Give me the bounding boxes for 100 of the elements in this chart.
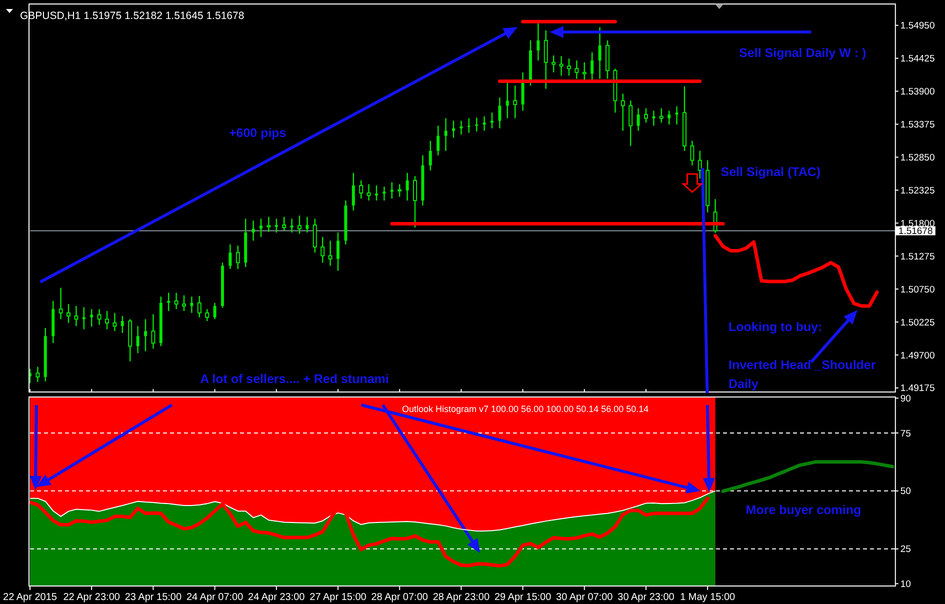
candlestick: [144, 318, 147, 352]
candlestick: [312, 218, 317, 254]
y-tick-label: 1.54425: [900, 54, 935, 65]
candlestick: [336, 232, 340, 272]
candlestick: [521, 72, 524, 112]
y-tick-label: 1.52850: [900, 152, 935, 164]
annotation: Sell Signal (TAC): [720, 165, 821, 179]
candlestick: [97, 308, 102, 326]
candlestick: [544, 30, 548, 90]
candlestick: [382, 186, 386, 202]
line-series: [721, 460, 894, 493]
candlestick: [536, 22, 540, 62]
candlestick: [190, 296, 194, 314]
candlestick: [460, 120, 463, 136]
y-tick-label: 1.54950: [900, 20, 935, 32]
annotation: Daily: [728, 377, 758, 391]
candlestick: [636, 108, 640, 132]
y-tick-label: 1.51275: [900, 251, 935, 262]
candlestick: [105, 310, 109, 330]
candlestick: [644, 108, 648, 124]
annotation: +600 pips: [228, 126, 286, 140]
candlestick: [482, 116, 486, 132]
candlestick: [252, 220, 255, 242]
candlestick: [559, 56, 564, 76]
candlestick: [112, 312, 117, 332]
x-tick-label: 30 Apr 23:00: [618, 592, 675, 603]
candlestick: [398, 184, 402, 198]
candlestick: [413, 175, 417, 228]
annotation: A lot of sellers.... + Red stunami: [200, 372, 389, 386]
annotation: Sell Signal Daily W : ): [739, 46, 866, 60]
x-tick-label: 28 Apr 07:00: [371, 592, 428, 603]
x-tick-label: 28 Apr 23:00: [432, 592, 490, 603]
x-tick-label: 22 Apr 23:00: [63, 592, 120, 603]
candlestick: [628, 100, 633, 146]
candlestick: [298, 214, 302, 234]
annotation: Inverted Head _Shoulder: [728, 358, 876, 372]
x-tick-label: 1 May 15:00: [680, 592, 736, 603]
y-tick-label: 1.50225: [900, 317, 935, 328]
candlestick: [236, 245, 240, 270]
x-tick-label: 27 Apr 15:00: [310, 592, 367, 603]
candlestick: [444, 118, 448, 152]
candlestick: [366, 184, 371, 202]
candlestick: [359, 180, 364, 200]
candlestick: [675, 106, 678, 126]
candlestick: [652, 110, 656, 126]
x-tick-label: 24 Apr 07:00: [186, 592, 244, 603]
y-tick-label: 75: [900, 428, 911, 440]
candlestick: [274, 218, 278, 234]
candlestick: [174, 292, 178, 310]
candlestick: [306, 216, 309, 234]
candlestick: [690, 140, 694, 166]
candlestick: [406, 172, 409, 202]
candlestick: [428, 140, 432, 171]
y-tick-label: 1.52325: [900, 185, 935, 196]
candlestick: [120, 315, 124, 334]
candlestick: [266, 216, 271, 233]
candlestick: [182, 294, 186, 312]
line-series: [714, 234, 879, 308]
candlestick: [29, 368, 32, 384]
candlestick: [136, 325, 140, 354]
candlestick: [567, 58, 571, 76]
candlestick: [598, 26, 602, 80]
candlestick: [668, 110, 671, 126]
y-tick-label: 90: [900, 393, 911, 404]
candlestick: [167, 292, 170, 312]
candlestick: [282, 216, 286, 232]
x-tick-label: 29 Apr 15:00: [494, 592, 552, 603]
candlestick: [151, 314, 156, 350]
y-tick-label: 1.53900: [900, 86, 935, 98]
y-tick-label: 50: [900, 486, 911, 498]
y-tick-label: 25: [900, 544, 911, 556]
candlestick: [90, 308, 94, 328]
candlestick: [375, 184, 378, 202]
candlestick: [659, 108, 664, 124]
candlestick: [328, 240, 332, 266]
annotation: More buyer coming: [746, 503, 862, 517]
candlestick: [197, 295, 202, 318]
y-tick-label: 10: [900, 579, 911, 590]
candlestick: [590, 52, 594, 82]
y-tick-label: 1.50750: [900, 284, 935, 296]
x-tick-label: 24 Apr 23:00: [248, 592, 306, 603]
y-tick-label: 1.49175: [900, 383, 935, 394]
candlestick: [66, 304, 70, 324]
ref-line-label: 1.51678: [898, 226, 933, 238]
candlestick: [452, 120, 455, 138]
x-tick-label: 30 Apr 07:00: [556, 592, 614, 603]
annotation: Looking to buy:: [728, 320, 822, 334]
y-tick-label: 1.49700: [900, 350, 935, 362]
candlestick: [506, 82, 509, 119]
candlestick: [436, 125, 440, 156]
candlestick: [205, 308, 210, 322]
candlestick: [260, 218, 262, 238]
x-tick-label: 22 Apr 2015: [3, 592, 58, 603]
candlestick: [320, 236, 325, 264]
candlestick: [475, 117, 478, 132]
candlestick: [620, 93, 625, 132]
candlestick: [228, 244, 232, 270]
candlestick: [58, 287, 63, 320]
x-tick-label: 23 Apr 15:00: [124, 592, 182, 603]
candlestick: [552, 54, 556, 74]
